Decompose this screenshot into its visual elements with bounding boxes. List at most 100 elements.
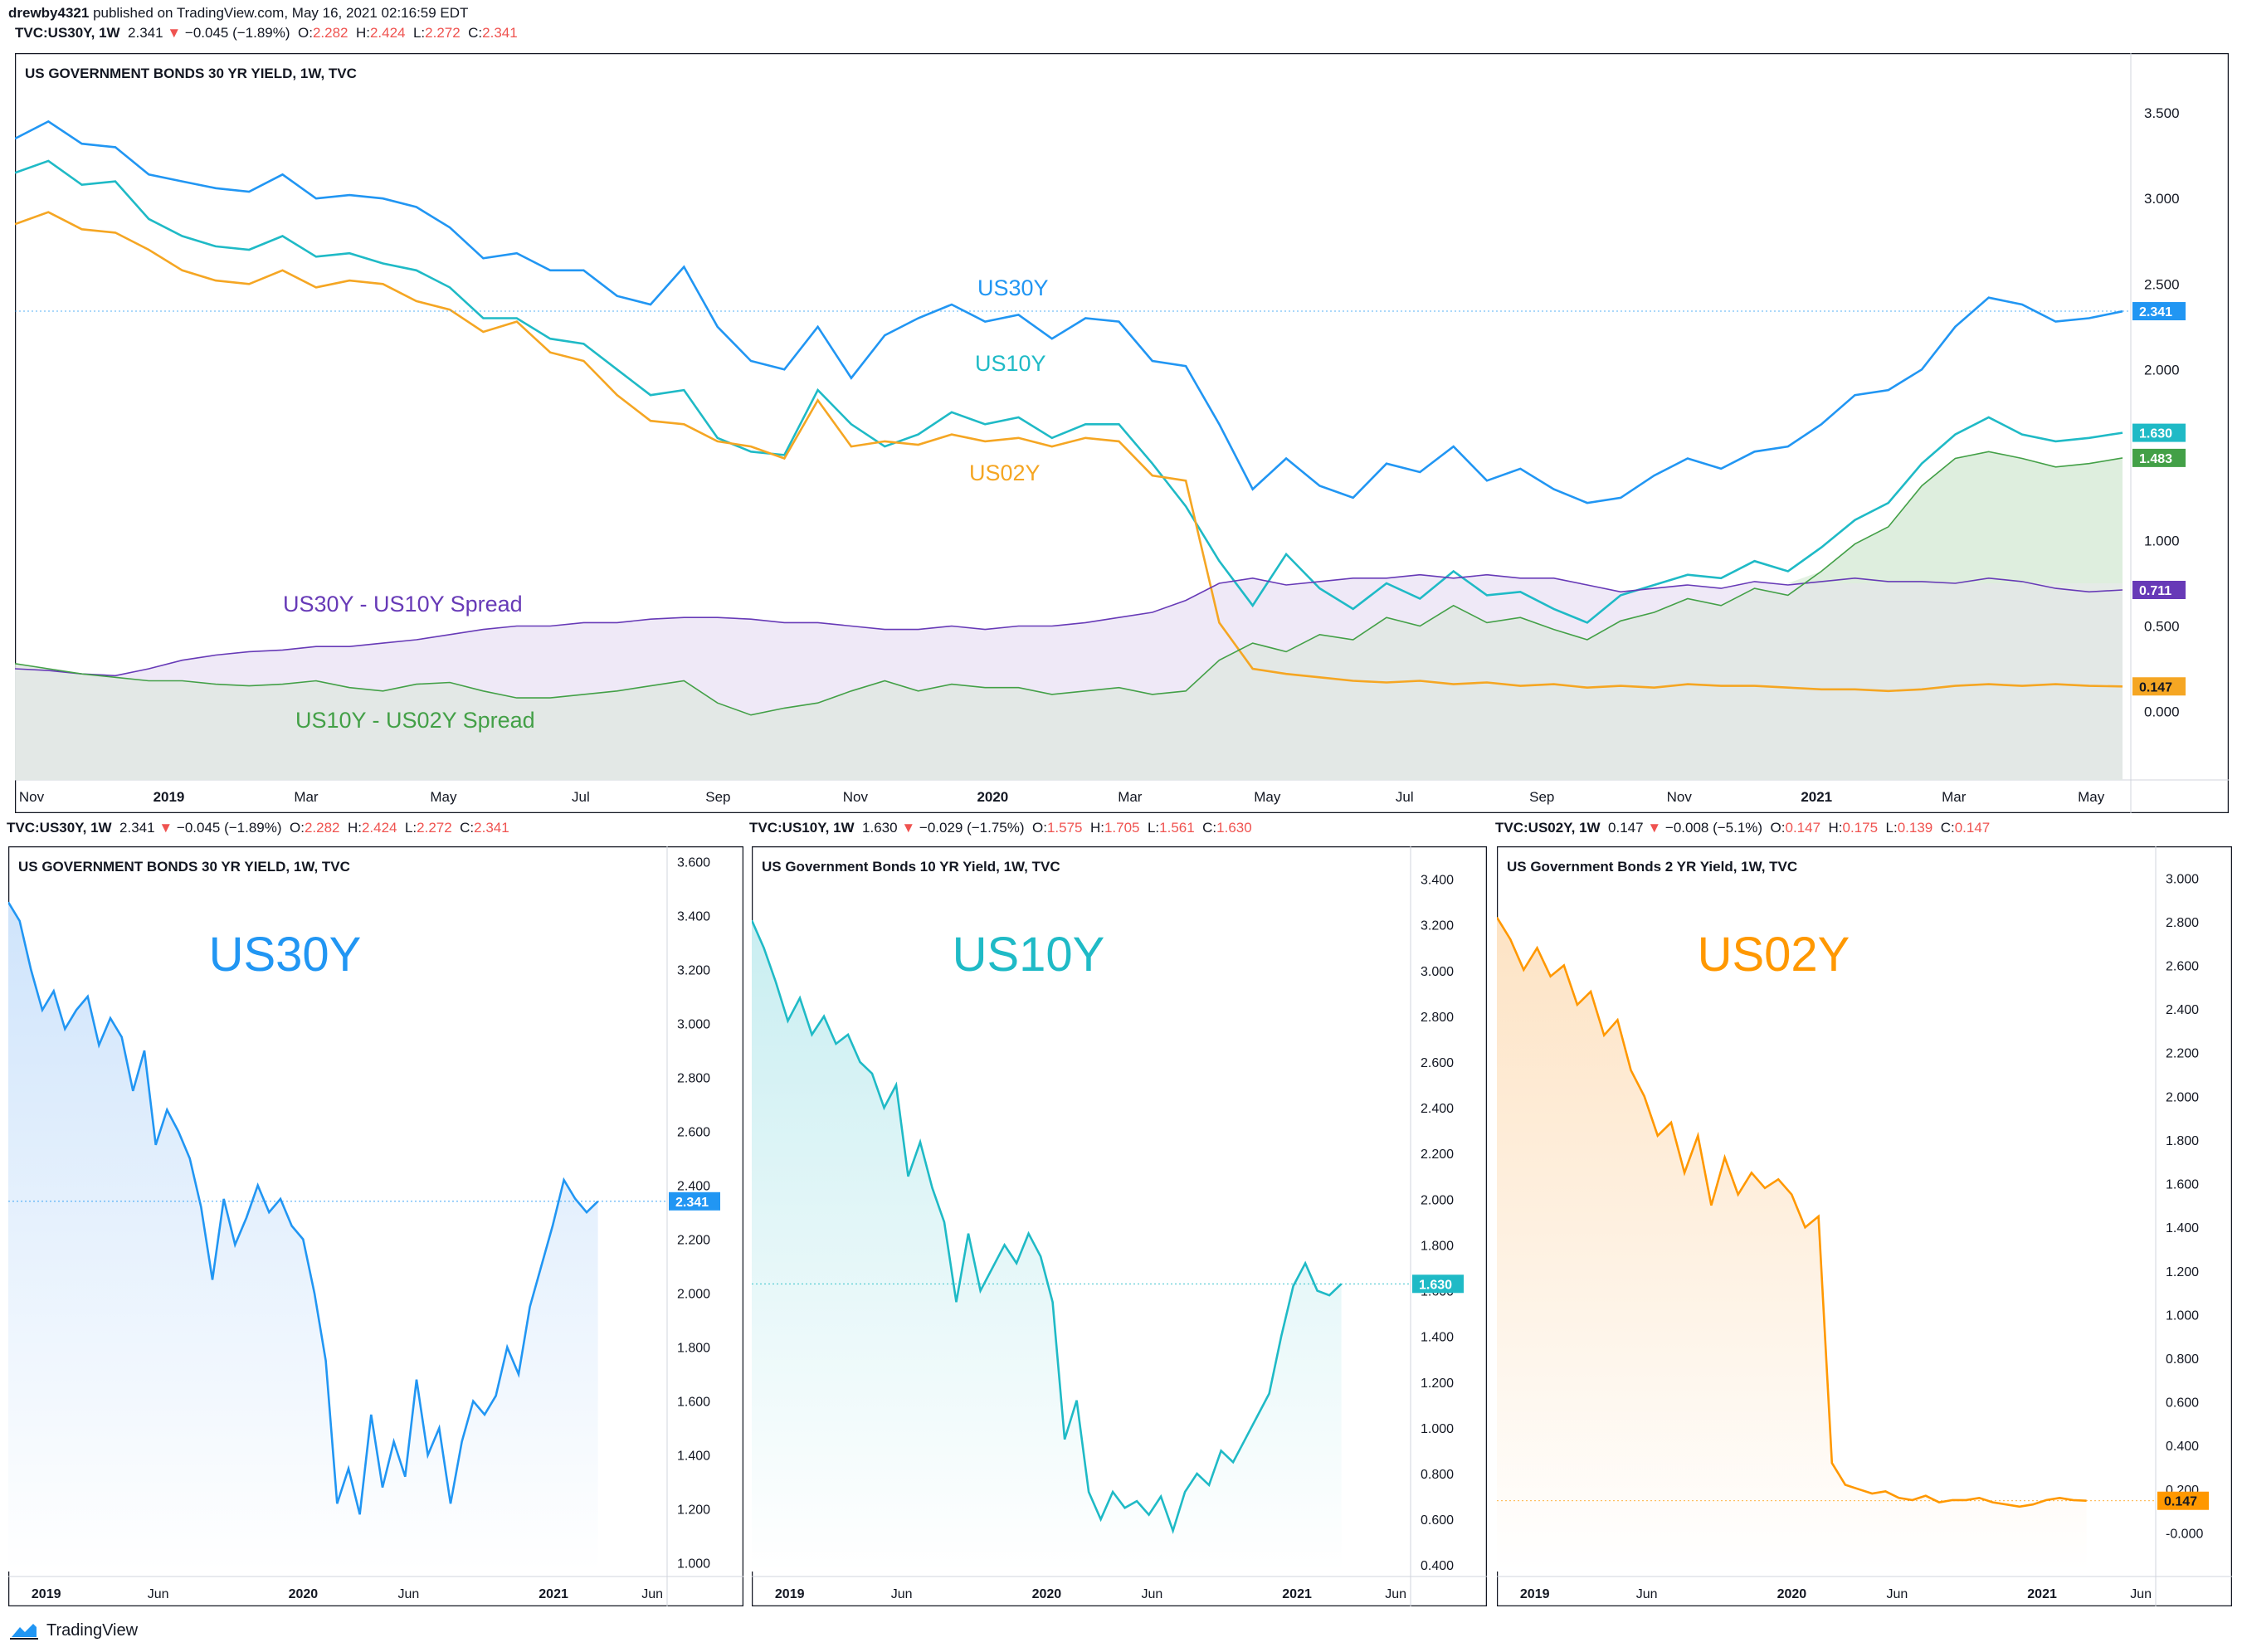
y-tick-label: 3.600: [677, 856, 710, 870]
y-tick-label: 0.000: [2144, 704, 2180, 720]
y-tick-label: 0.600: [2166, 1396, 2199, 1411]
annotation-us02y: US02Y: [969, 461, 1041, 485]
main-yield-chart[interactable]: 3.500 3.000 2.500 2.000 1.000 0.500 0.000 Nov 20…: [15, 53, 2229, 813]
x-tick-label: Jun: [398, 1587, 420, 1601]
author-name[interactable]: drewby4321: [8, 5, 90, 21]
us10y-chart[interactable]: 3.400 3.200 3.000 2.800 2.600 2.400 2.200 2.000…: [752, 846, 1487, 1606]
y-tick-label: 2.600: [677, 1126, 710, 1140]
x-tick-label: Jun: [1385, 1587, 1406, 1601]
y-tick-label: 0.400: [2166, 1440, 2199, 1454]
last-value-text: 0.147: [2139, 680, 2172, 694]
big-series-label: US02Y: [1698, 928, 1850, 982]
series-line-1: [15, 159, 2123, 624]
y-tick-label: 0.800: [2166, 1352, 2199, 1367]
x-tick-label: Nov: [1667, 789, 1693, 805]
y-tick-label: 3.200: [677, 964, 710, 978]
spread-10-02-positive-area: [15, 451, 2123, 583]
ohlc-legend-main: TVC:US30Y, 1W 2.341 ▼ −0.045 (−1.89%) O:…: [15, 25, 518, 41]
y-tick-label: 1.200: [1421, 1377, 1454, 1391]
x-tick-label: 2021: [2027, 1587, 2057, 1601]
symbol-label[interactable]: TVC:US30Y, 1W: [15, 25, 120, 41]
brand-name: TradingView: [46, 1620, 139, 1640]
x-tick-label: Jun: [148, 1587, 169, 1601]
x-tick-label: Jun: [1887, 1587, 1908, 1601]
chart-title: US Government Bonds 10 YR Yield, 1W, TVC: [762, 859, 1060, 875]
x-tick-label: Mar: [1942, 789, 1967, 805]
x-tick-label: Jul: [572, 789, 590, 805]
x-tick-label: Nov: [19, 789, 45, 805]
y-tick-label: 3.400: [1421, 874, 1454, 888]
y-tick-label: 2.600: [1421, 1056, 1454, 1070]
series-line: [8, 901, 599, 1515]
y-tick-label: 2.400: [2166, 1003, 2199, 1017]
y-tick-label: 2.600: [2166, 960, 2199, 974]
y-tick-label: 3.200: [1421, 919, 1454, 933]
x-tick-label: 2019: [154, 789, 185, 805]
y-tick-label: 1.600: [2166, 1178, 2199, 1192]
last-value-badge: [2132, 423, 2186, 442]
last-value-badge: [2132, 448, 2186, 467]
y-tick-label: 2.200: [2166, 1047, 2199, 1061]
tradingview-logo[interactable]: TradingView: [8, 1618, 138, 1643]
series-line: [752, 919, 1343, 1535]
annotation-us30y: US30Y: [977, 275, 1049, 300]
y-tick-label: 2.000: [677, 1288, 710, 1302]
x-tick-label: Jun: [1636, 1587, 1658, 1601]
last-value-badge: [2157, 1491, 2209, 1510]
y-tick-label: 1.200: [2166, 1265, 2199, 1279]
y-tick-label: 1.400: [1421, 1331, 1454, 1345]
series-line-4: [15, 451, 2123, 716]
y-tick-label: 0.600: [1421, 1513, 1454, 1528]
y-tick-label: 2.800: [677, 1072, 710, 1086]
series-line-0: [15, 119, 2123, 504]
y-tick-label: 1.600: [677, 1396, 710, 1410]
y-tick-label: 0.500: [2144, 618, 2180, 634]
last-value-badge: [2132, 302, 2186, 321]
chart-title: US GOVERNMENT BONDS 30 YR YIELD, 1W, TVC: [18, 859, 350, 875]
last-value-text: 1.630: [2139, 427, 2172, 441]
y-tick-label: 3.000: [2144, 191, 2180, 207]
y-tick-label: 2.200: [677, 1234, 710, 1248]
annotation-spread-10-02: US10Y - US02Y Spread: [295, 708, 535, 733]
last-value-text: 1.483: [2139, 452, 2172, 466]
series-line-2: [15, 211, 2123, 693]
publish-info: published on TradingView.com, May 16, 20…: [89, 5, 469, 21]
x-tick-label: 2020: [977, 789, 1008, 805]
y-tick-label: 1.800: [2166, 1134, 2199, 1148]
y-tick-label: -0.000: [2166, 1527, 2203, 1541]
x-tick-label: 2020: [1032, 1587, 1062, 1601]
series-area: [8, 902, 598, 1572]
symbol-label[interactable]: TVC:US10Y, 1W: [749, 820, 855, 836]
symbol-label[interactable]: TVC:US30Y, 1W: [7, 820, 112, 836]
last-value-text: 2.341: [2139, 305, 2172, 319]
x-tick-label: Jun: [1142, 1587, 1163, 1601]
x-tick-label: 2019: [775, 1587, 805, 1601]
series-area: [752, 920, 1342, 1572]
publish-header: drewby4321 published on TradingView.com,…: [8, 5, 468, 22]
y-tick-label: 1.000: [2144, 533, 2180, 548]
y-tick-label: 2.400: [1421, 1102, 1454, 1116]
y-tick-label: 3.400: [677, 910, 710, 924]
y-tick-label: 0.400: [1421, 1559, 1454, 1573]
last-value-badge: [2132, 677, 2186, 696]
y-tick-label: 2.800: [2166, 916, 2199, 930]
x-tick-label: 2021: [1282, 1587, 1312, 1601]
y-tick-label: 2.200: [1421, 1148, 1454, 1162]
us30y-chart[interactable]: 3.600 3.400 3.200 3.000 2.800 2.600 2.400 2.200…: [8, 846, 743, 1606]
y-tick-label: 1.800: [1421, 1239, 1454, 1253]
symbol-label[interactable]: TVC:US02Y, 1W: [1495, 820, 1601, 836]
x-tick-label: Mar: [1118, 789, 1143, 805]
x-tick-label: 2021: [539, 1587, 568, 1601]
chart-title: US Government Bonds 2 YR Yield, 1W, TVC: [1507, 859, 1797, 875]
spread-10-02-area: [15, 451, 2123, 780]
y-tick-label: 1.000: [2166, 1308, 2199, 1323]
y-tick-label: 1.400: [2166, 1221, 2199, 1235]
last-value-badge: [669, 1191, 720, 1211]
chart-title: US GOVERNMENT BONDS 30 YR YIELD, 1W, TVC: [25, 66, 357, 81]
tradingview-cloud-icon: [10, 1624, 38, 1640]
ohlc-legend-10y: TVC:US10Y, 1W 1.630 ▼ −0.029 (−1.75%) O:…: [749, 820, 1252, 836]
ohlc-legend-02y: TVC:US02Y, 1W 0.147 ▼ −0.008 (−5.1%) O:0…: [1495, 820, 1991, 836]
us02y-chart[interactable]: 3.000 2.800 2.600 2.400 2.200 2.000 1.800 1.600…: [1497, 846, 2232, 1606]
y-tick-label: 2.800: [1421, 1011, 1454, 1025]
last-value-text: 2.341: [675, 1196, 709, 1210]
